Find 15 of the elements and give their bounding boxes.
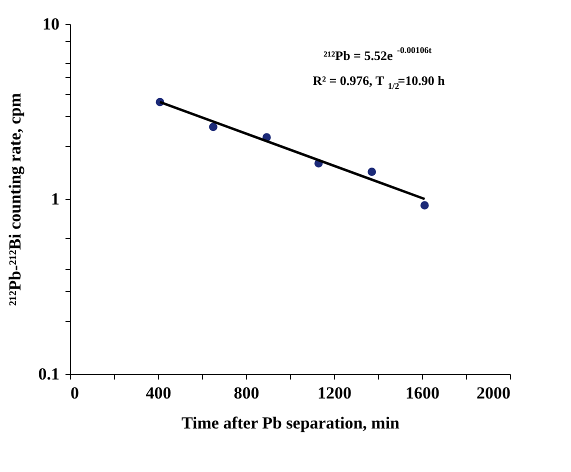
point bbox=[420, 201, 429, 210]
y-tick-label: 0.1 bbox=[38, 364, 60, 384]
x-tick-label: 0 bbox=[70, 384, 79, 402]
y-tick-label: 1 bbox=[51, 190, 60, 208]
x-tick-label: 800 bbox=[234, 384, 260, 402]
x-axis-title: Time after Pb separation, min bbox=[182, 414, 400, 432]
x-tick-label: 2000 bbox=[476, 384, 510, 402]
point bbox=[209, 122, 218, 132]
y-tick-label: 10 bbox=[42, 14, 60, 34]
y-axis-title: ²¹²Pb-²¹²Bi counting rate, cpm bbox=[5, 93, 24, 306]
point bbox=[368, 168, 376, 176]
x-tick-label: 400 bbox=[146, 384, 172, 402]
x-tick-label: 1200 bbox=[318, 384, 352, 402]
annotation: ²¹²Pb = 5.52e-0.00106t bbox=[323, 45, 432, 63]
x-tick-label: 1600 bbox=[406, 384, 440, 402]
